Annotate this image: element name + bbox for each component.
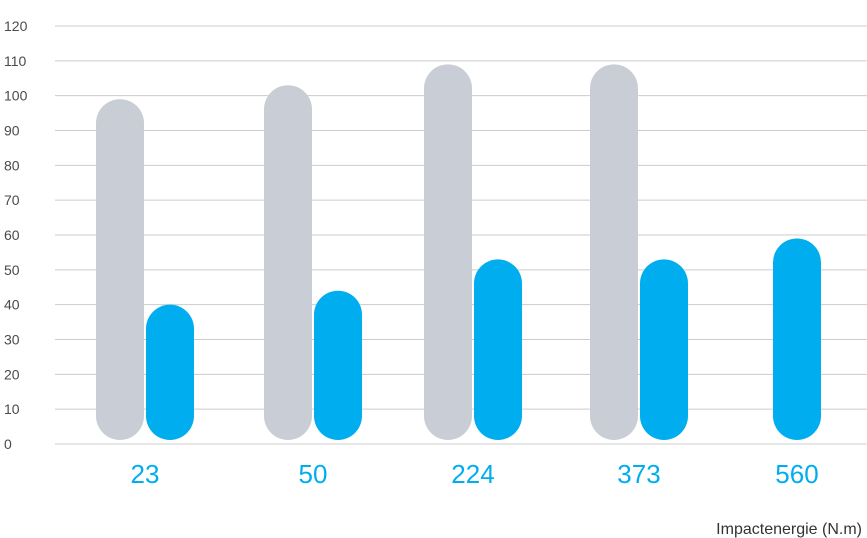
y-tick-label: 80	[4, 157, 20, 173]
y-tick-label: 50	[4, 262, 20, 278]
x-category-label: 23	[131, 459, 160, 489]
y-tick-label: 110	[4, 53, 27, 69]
bar-series-1	[424, 64, 472, 441]
x-category-label: 560	[775, 459, 818, 489]
bar-series-2	[773, 238, 821, 440]
y-tick-label: 40	[4, 297, 20, 313]
x-category-label: 224	[451, 459, 494, 489]
bar-series-2	[314, 290, 362, 440]
x-category-label: 373	[617, 459, 660, 489]
y-tick-label: 0	[4, 436, 12, 452]
bar-series-2	[146, 304, 194, 440]
y-tick-label: 100	[4, 88, 28, 104]
bars	[96, 64, 821, 441]
y-axis-ticks: 0 10 20 30 40 50 60 70 80 90 100 110 120	[4, 18, 28, 452]
y-tick-label: 70	[4, 192, 20, 208]
bar-series-1	[264, 85, 312, 440]
bar-series-2	[640, 259, 688, 440]
y-tick-label: 10	[4, 401, 20, 417]
x-axis-categories: 23 50 224 373 560	[131, 459, 819, 489]
x-category-label: 50	[299, 459, 328, 489]
x-axis-title: Impactenergie (N.m)	[716, 521, 862, 538]
bar-series-1	[590, 64, 638, 441]
y-tick-label: 30	[4, 332, 20, 348]
y-tick-label: 90	[4, 123, 20, 139]
y-tick-label: 60	[4, 227, 20, 243]
y-tick-label: 20	[4, 366, 20, 382]
y-tick-label: 120	[4, 18, 28, 34]
bar-series-2	[474, 259, 522, 440]
bar-series-1	[96, 99, 144, 441]
